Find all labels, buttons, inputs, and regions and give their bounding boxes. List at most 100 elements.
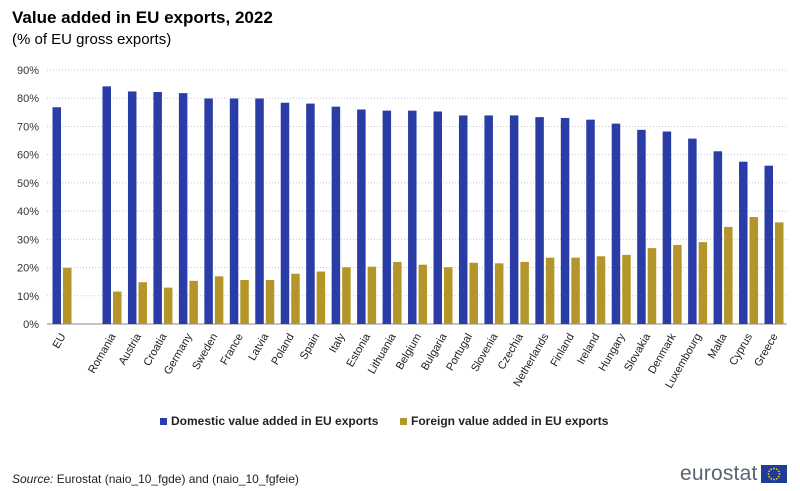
x-tick-label: Finland — [548, 332, 576, 369]
bars — [52, 86, 784, 325]
y-tick-label: 60% — [17, 150, 39, 162]
foreign-bar — [393, 261, 402, 324]
source-note: Source: Eurostat (naio_10_fgde) and (nai… — [12, 472, 299, 486]
domestic-bar — [662, 131, 672, 324]
foreign-bar — [63, 267, 72, 324]
domestic-bar — [535, 117, 544, 325]
domestic-bar — [509, 115, 519, 324]
x-tick-label: Malta — [706, 331, 730, 361]
foreign-bar — [724, 226, 733, 324]
foreign-bar — [113, 291, 122, 324]
x-tick-label: Latvia — [246, 331, 272, 363]
foreign-bar — [163, 287, 173, 324]
y-tick-label: 10% — [17, 291, 39, 303]
foreign-bar — [775, 222, 784, 324]
legend: Domestic value added in EU exports Foreig… — [160, 414, 609, 428]
domestic-bar — [764, 165, 773, 324]
foreign-bar — [520, 261, 529, 324]
foreign-bar — [545, 257, 555, 324]
eu-flag-icon — [761, 465, 788, 483]
x-tick-label: Spain — [298, 332, 322, 362]
foreign-bar — [647, 248, 657, 324]
domestic-bar — [306, 103, 315, 324]
y-tick-label: 90% — [17, 65, 39, 77]
legend-label: Domestic value added in EU exports — [171, 414, 379, 428]
domestic-bar — [560, 117, 570, 324]
foreign-bar — [265, 279, 275, 324]
domestic-bar — [433, 111, 442, 324]
logo-text: eurostat — [680, 462, 758, 485]
flag-star — [773, 467, 776, 470]
flag-star — [770, 477, 773, 480]
foreign-bar — [673, 244, 682, 324]
domestic-bar — [280, 102, 290, 324]
foreign-bar — [596, 256, 606, 324]
domestic-bar — [255, 98, 264, 324]
domestic-bar — [153, 92, 162, 324]
x-tick-label: Greece — [752, 332, 780, 369]
foreign-bar — [291, 273, 300, 324]
x-tick-label: EU — [51, 331, 69, 350]
domestic-bar — [458, 115, 468, 324]
flag-star — [776, 468, 779, 471]
foreign-bar — [418, 264, 428, 324]
x-tick-label: Austria — [117, 331, 145, 367]
eurostat-logo: eurostat — [680, 461, 788, 487]
domestic-bar — [713, 151, 723, 324]
domestic-bar — [611, 123, 621, 324]
y-tick-label: 0% — [23, 319, 39, 331]
domestic-bar — [637, 129, 646, 324]
foreign-bar — [189, 280, 198, 324]
flag-star — [778, 470, 781, 473]
foreign-bar — [698, 242, 708, 324]
flag-star — [778, 475, 781, 478]
chart-subtitle: (% of EU gross exports) — [12, 31, 172, 48]
foreign-bar — [444, 267, 453, 324]
domestic-bar — [178, 93, 188, 325]
foreign-bar — [749, 217, 759, 324]
y-tick-label: 80% — [17, 93, 39, 105]
domestic-bar — [688, 138, 697, 324]
foreign-bar — [138, 282, 147, 324]
foreign-bar — [214, 276, 224, 324]
flag-star — [779, 473, 781, 475]
domestic-bar — [484, 115, 493, 324]
domestic-bar — [408, 110, 417, 324]
domestic-bar — [382, 110, 392, 324]
domestic-bar — [739, 161, 748, 324]
flag-star — [770, 468, 773, 471]
y-tick-label: 30% — [17, 234, 39, 246]
x-axis: EU RomaniaAustriaCroatiaGermanySwedenFran… — [51, 331, 781, 391]
source-text: Eurostat (naio_10_fgde) and (naio_10_fgf… — [56, 472, 299, 486]
x-tick-label: Cyprus — [727, 331, 755, 368]
foreign-bar — [367, 266, 377, 324]
x-tick-label: Romania — [86, 331, 119, 376]
y-tick-label: 40% — [17, 206, 39, 218]
x-tick-label: Poland — [269, 332, 297, 368]
chart-title: Value added in EU exports, 2022 — [12, 8, 273, 27]
x-tick-label: France — [218, 332, 246, 368]
foreign-bar — [342, 267, 351, 324]
source-label: Source: — [12, 472, 54, 486]
x-tick-label: Italy — [327, 331, 348, 355]
legend-label: Foreign value added in EU exports — [411, 414, 609, 428]
y-axis: 0% 10% 20% 30% 40% 50% 60% 70% 80% 90% — [17, 65, 39, 331]
flag-star — [768, 470, 771, 473]
x-tick-label: Ireland — [575, 332, 602, 367]
foreign-bar — [469, 262, 478, 324]
flag-star — [773, 478, 776, 481]
domestic-bar — [52, 107, 61, 325]
domestic-bar — [127, 91, 137, 325]
flag-star — [768, 475, 771, 478]
domestic-bar — [357, 109, 366, 324]
y-tick-label: 20% — [17, 263, 39, 275]
legend-swatch — [400, 418, 407, 425]
foreign-bar — [316, 271, 326, 324]
domestic-bar — [204, 98, 213, 324]
flag-star — [776, 477, 779, 480]
y-tick-label: 70% — [17, 121, 39, 133]
foreign-bar — [571, 257, 580, 324]
foreign-bar — [240, 279, 249, 324]
flag-star — [768, 473, 770, 475]
